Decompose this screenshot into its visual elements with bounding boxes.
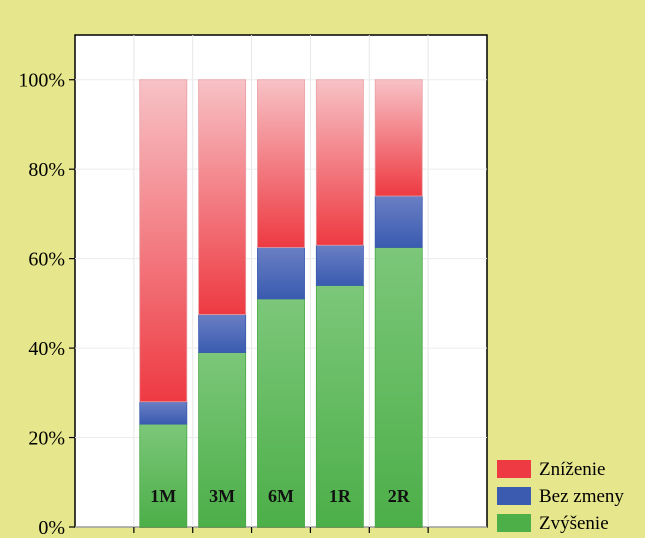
bar-category-label: 2R <box>388 486 411 506</box>
y-axis: 0% 20% 40% 60% 80% 100% <box>18 70 75 538</box>
bar-segment-Zvýšenie <box>198 352 247 528</box>
bar-segment-Bez zmeny <box>139 401 188 425</box>
legend-label: Bez zmeny <box>539 486 624 507</box>
y-tick-label: 20% <box>28 428 65 450</box>
bar-category-label: 1R <box>329 486 352 506</box>
bar-segment-Bez zmeny <box>374 195 423 248</box>
legend-label: Zvýšenie <box>539 513 609 534</box>
bar-segment-Zníženie <box>139 79 188 403</box>
bar-segment-Zníženie <box>257 79 305 248</box>
legend-label: Zníženie <box>539 459 605 480</box>
y-tick-label: 100% <box>18 70 65 92</box>
y-tick-label: 0% <box>38 517 65 538</box>
bar-category-label: 6M <box>268 486 294 506</box>
y-tick-label: 40% <box>28 338 65 360</box>
legend: Zníženie Bez zmeny Zvýšenie <box>497 459 624 534</box>
y-tick-label: 60% <box>28 249 65 271</box>
bar-segment-Zníženie <box>315 79 364 246</box>
bar-segment-Zvýšenie <box>374 247 423 528</box>
bars <box>139 79 423 528</box>
y-tick-label: 80% <box>28 159 65 181</box>
legend-swatch <box>497 514 531 532</box>
legend-swatch <box>497 460 531 478</box>
bar-segment-Zvýšenie <box>139 423 188 528</box>
legend-swatch <box>497 487 531 505</box>
bar-segment-Zníženie <box>198 79 247 315</box>
bar-category-label: 3M <box>209 486 235 506</box>
bar-segment-Zníženie <box>374 79 423 197</box>
bar-segment-Bez zmeny <box>198 314 247 353</box>
bar-labels: 1M 3M 6M 1R 2R <box>150 486 410 506</box>
x-axis-ticks <box>133 527 429 533</box>
bar-segment-Bez zmeny <box>315 244 364 286</box>
bar-segment-Bez zmeny <box>257 247 305 300</box>
bar-category-label: 1M <box>150 486 176 506</box>
